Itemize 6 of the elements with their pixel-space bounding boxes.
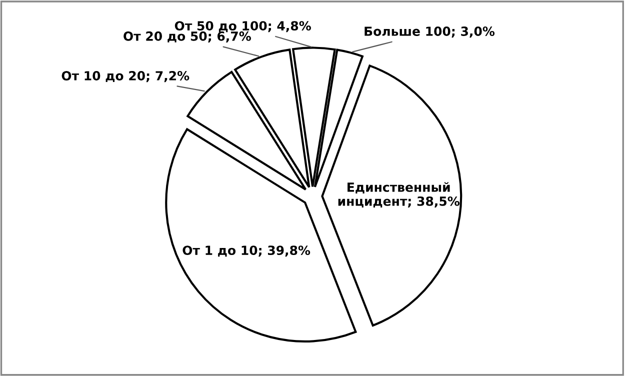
slice-label: От 1 до 10; 39,8% [182,246,310,257]
slice-label: От 50 до 100; 4,8% [174,21,311,32]
slice-label: От 20 до 50; 6,7% [124,31,251,42]
slice-label: От 10 до 20; 7,2% [62,71,190,82]
slice-label: Больше 100; 3,0% [364,26,495,38]
slice-label: Единственный инцидент; 38,5% [338,182,460,208]
